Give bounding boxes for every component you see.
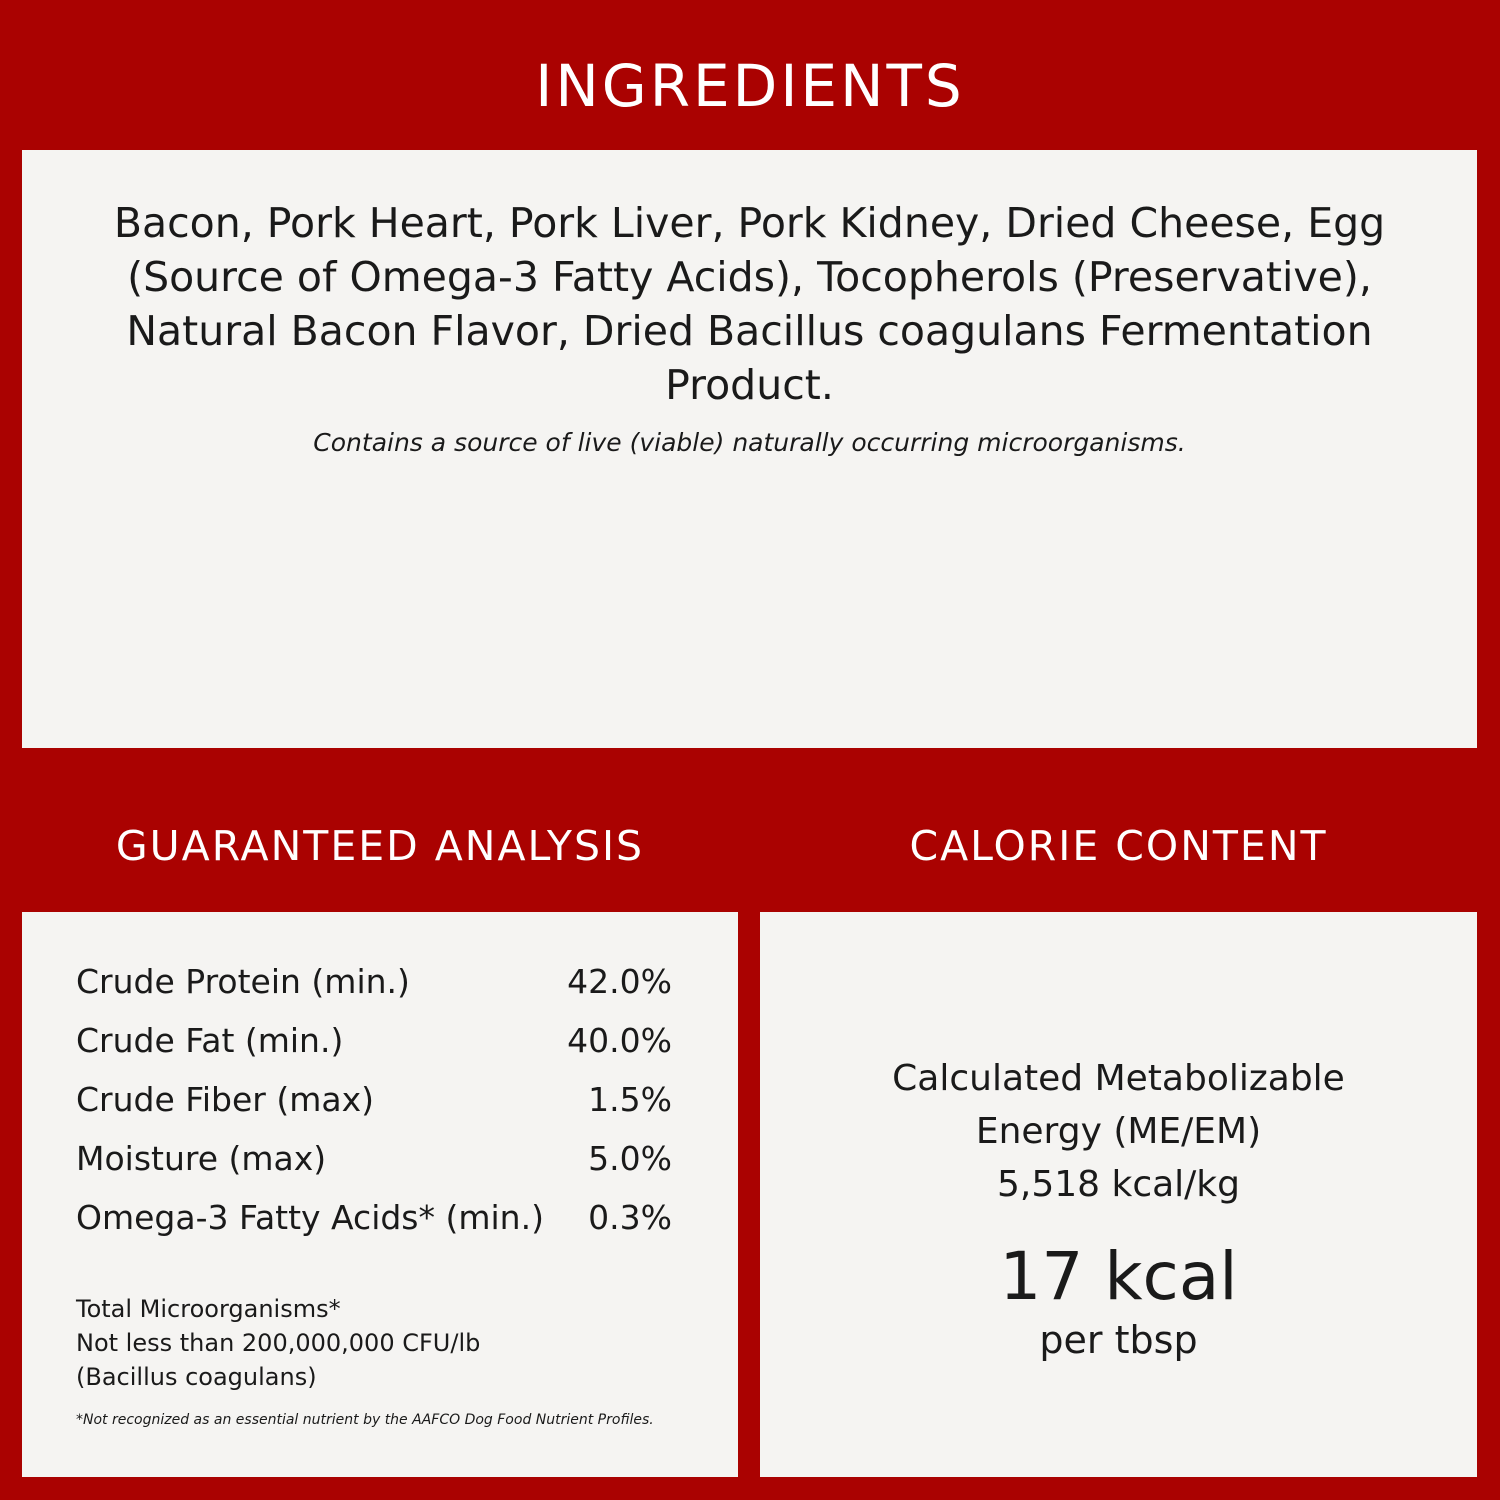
micro-line: Total Microorganisms* [76, 1295, 341, 1323]
analysis-row: Crude Protein (min.) 42.0% [76, 962, 672, 1001]
row-value: 0.3% [588, 1198, 672, 1237]
analysis-row: Omega-3 Fatty Acids* (min.) 0.3% [76, 1198, 672, 1237]
footnote: *Not recognized as an essential nutrient… [76, 1412, 654, 1428]
ingredients-note: Contains a source of live (viable) natur… [313, 428, 1186, 457]
row-value: 40.0% [567, 1021, 672, 1060]
analysis-panel: Crude Protein (min.) 42.0% Crude Fat (min… [22, 912, 738, 1477]
calorie-title: CALORIE CONTENT [909, 822, 1328, 870]
row-label: Crude Fat (min.) [76, 1021, 344, 1060]
analysis-row: Moisture (max) 5.0% [76, 1139, 672, 1178]
ingredients-list: Bacon, Pork Heart, Pork Liver, Pork Kidn… [113, 199, 1386, 409]
row-label: Crude Protein (min.) [76, 962, 410, 1001]
me-line: Calculated Metabolizable [892, 1058, 1345, 1099]
me-value: 5,518 kcal/kg [996, 1164, 1241, 1205]
row-label: Crude Fiber (max) [76, 1080, 374, 1119]
calorie-panel: Calculated Metabolizable Energy (ME/EM) … [760, 912, 1477, 1477]
me-line: Energy (ME/EM) [975, 1111, 1262, 1152]
row-label: Omega-3 Fatty Acids* (min.) [76, 1198, 544, 1237]
ingredients-panel: Bacon, Pork Heart, Pork Liver, Pork Kidn… [22, 150, 1477, 748]
row-label: Moisture (max) [76, 1139, 327, 1178]
metabolizable-energy: Calculated Metabolizable Energy (ME/EM) … [760, 1052, 1477, 1211]
kcal-per-tbsp-value: 17 kcal [999, 1238, 1238, 1315]
analysis-row: Crude Fat (min.) 40.0% [76, 1021, 672, 1060]
row-value: 5.0% [588, 1139, 672, 1178]
micro-line: (Bacillus coagulans) [76, 1363, 317, 1391]
analysis-title: GUARANTEED ANALYSIS [115, 822, 645, 870]
kcal-unit: per tbsp [1039, 1318, 1198, 1362]
microorganisms-block: Total Microorganisms* Not less than 200,… [76, 1292, 480, 1394]
row-value: 1.5% [588, 1080, 672, 1119]
analysis-row: Crude Fiber (max) 1.5% [76, 1080, 672, 1119]
ingredients-title: INGREDIENTS [535, 52, 965, 120]
micro-line: Not less than 200,000,000 CFU/lb [76, 1329, 481, 1357]
row-value: 42.0% [567, 962, 672, 1001]
